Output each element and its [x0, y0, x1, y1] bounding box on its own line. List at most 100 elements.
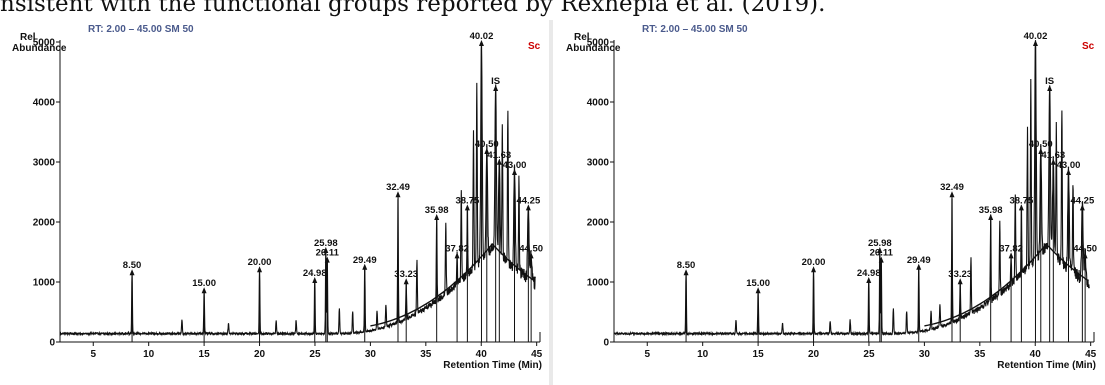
peak-label: 40.02 — [470, 31, 494, 42]
x-tick-label: 20 — [254, 349, 266, 360]
baseline-envelope — [370, 243, 535, 327]
peak-label: 33.23 — [394, 269, 418, 280]
peak-label: 26.11 — [316, 248, 340, 259]
y-tick-label: 5000 — [587, 38, 610, 49]
peak-label: 40.50 — [1029, 139, 1053, 150]
y-tick-label: 1000 — [33, 278, 56, 289]
peak-marker — [811, 266, 817, 273]
x-tick-label: 30 — [919, 349, 931, 360]
x-tick-label: 5 — [90, 349, 96, 360]
x-axis-label: Retention Time (Min) — [997, 360, 1096, 371]
peak-marker — [525, 204, 531, 211]
x-tick-label: 40 — [476, 349, 488, 360]
peak-marker — [201, 287, 207, 294]
peak-label: 25.98 — [868, 238, 892, 249]
peak-label: 41.63 — [487, 150, 511, 161]
peak-marker — [755, 287, 761, 294]
peak-marker — [1082, 252, 1088, 259]
peak-label: 25.98 — [314, 238, 338, 249]
chart-header: RT: 2.00 – 45.00 SM 50 — [642, 24, 748, 35]
x-tick-label: 5 — [644, 349, 650, 360]
peak-label: 43.00 — [1057, 160, 1081, 171]
peak-marker — [324, 256, 330, 263]
x-tick-label: 30 — [365, 349, 377, 360]
peak-marker — [478, 40, 484, 46]
y-tick-label: 1000 — [587, 278, 610, 289]
peak-label: 40.02 — [1024, 31, 1048, 42]
peak-marker — [496, 158, 502, 165]
peak-label: 24.98 — [857, 268, 881, 279]
chromatogram-trace — [59, 42, 536, 337]
y-tick-label: 4000 — [33, 98, 56, 109]
peak-marker — [493, 85, 499, 91]
peak-label: 29.49 — [907, 255, 931, 266]
x-tick-label: 35 — [974, 349, 986, 360]
peak-marker — [1050, 158, 1056, 165]
panel-divider — [549, 20, 553, 385]
peak-marker — [362, 263, 368, 270]
peak-label: 44.50 — [519, 243, 543, 254]
y-axis-label: Rel — [574, 32, 590, 43]
y-axis-label: Rel — [20, 32, 36, 43]
peak-marker — [528, 252, 534, 259]
peak-marker — [1018, 204, 1024, 211]
corner-label: Sc — [1082, 41, 1095, 52]
peak-label: 41.63 — [1041, 150, 1065, 161]
peak-label: 32.49 — [386, 182, 410, 193]
peak-marker — [1079, 204, 1085, 211]
peak-label: 38.75 — [1009, 195, 1033, 206]
x-tick-label: 20 — [808, 349, 820, 360]
peak-marker — [866, 277, 872, 283]
peak-marker — [1008, 252, 1014, 259]
peak-label: 44.50 — [1073, 243, 1097, 254]
x-tick-label: 25 — [309, 349, 321, 360]
peak-label: 29.49 — [353, 255, 377, 266]
peak-marker — [916, 263, 922, 270]
peak-marker — [988, 214, 994, 220]
peak-marker — [464, 204, 470, 211]
peak-marker — [1032, 40, 1038, 46]
y-tick-label: 2000 — [587, 218, 610, 229]
peak-marker — [323, 247, 329, 253]
peak-marker — [434, 214, 440, 220]
peak-marker — [512, 169, 518, 175]
peak-label: 20.00 — [248, 257, 272, 268]
y-tick-label: 0 — [49, 338, 55, 349]
y-tick-label: 0 — [603, 338, 609, 349]
peak-label: 15.00 — [192, 278, 216, 289]
peak-marker — [1038, 148, 1044, 154]
x-tick-label: 40 — [1030, 349, 1042, 360]
peak-label: 20.00 — [802, 257, 826, 268]
x-tick-label: 25 — [863, 349, 875, 360]
peak-label: 38.75 — [455, 195, 479, 206]
peak-marker — [312, 277, 318, 283]
peak-label: 43.00 — [503, 160, 527, 171]
peak-marker — [957, 278, 963, 285]
peak-label: 35.98 — [425, 205, 449, 216]
chromatogram-left: RT: 2.00 – 45.00 SM 50 Sc Rel Abundance 0 100… — [0, 20, 547, 385]
y-tick-label: 2000 — [33, 218, 56, 229]
peak-label: 35.98 — [979, 205, 1003, 216]
peak-marker — [949, 191, 955, 198]
y-tick-label: 3000 — [33, 158, 56, 169]
y-tick-label: 3000 — [587, 158, 610, 169]
chart-header: RT: 2.00 – 45.00 SM 50 — [88, 24, 194, 35]
x-tick-label: 15 — [753, 349, 765, 360]
peak-marker — [395, 191, 401, 198]
peak-marker — [403, 278, 409, 285]
peak-marker — [1066, 169, 1072, 175]
baseline-envelope — [924, 243, 1089, 327]
peak-label: 40.50 — [475, 139, 499, 150]
peak-label: 33.23 — [948, 269, 972, 280]
peak-marker — [878, 256, 884, 263]
x-tick-label: 10 — [697, 349, 709, 360]
y-axis-label: Abundance — [12, 43, 67, 54]
peak-label: 32.49 — [940, 182, 964, 193]
peak-label: IS — [491, 76, 500, 87]
peak-label: 8.50 — [123, 260, 142, 271]
x-tick-label: 15 — [199, 349, 211, 360]
corner-label: Sc — [528, 41, 541, 52]
peak-marker — [454, 252, 460, 259]
